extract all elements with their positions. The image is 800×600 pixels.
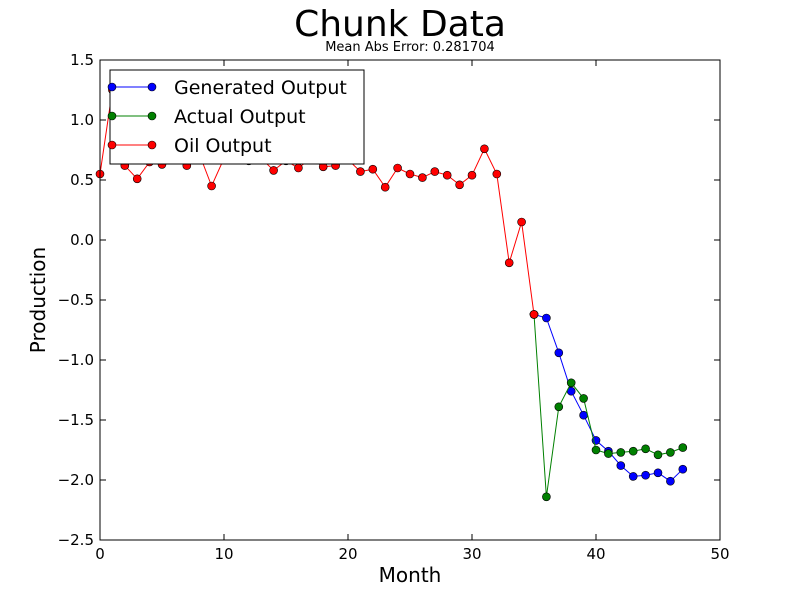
legend-marker [147, 82, 157, 92]
data-point [641, 444, 650, 454]
plot-frame [99, 59, 721, 541]
data-point [653, 450, 663, 460]
data-point [566, 378, 576, 388]
data-point [442, 170, 452, 180]
data-point [678, 443, 688, 452]
data-point [132, 174, 142, 184]
y-tick-label: −0.5 [58, 291, 94, 309]
data-point [542, 492, 551, 502]
data-point [579, 410, 588, 420]
chart-title: Chunk Data [294, 4, 506, 45]
y-tick-label: 0.0 [70, 231, 94, 249]
chart-subtitle: Mean Abs Error: 0.281704 [325, 40, 495, 55]
y-tick-label: −2.5 [58, 531, 94, 549]
data-point [380, 182, 390, 192]
legend-marker [107, 111, 117, 121]
y-tick-label: 1.0 [70, 111, 94, 129]
data-point [579, 394, 588, 403]
x-tick-label: 30 [462, 545, 481, 563]
y-tick-label: 1.5 [70, 51, 94, 69]
data-point [678, 464, 688, 474]
data-point [529, 310, 539, 319]
data-point [207, 181, 216, 191]
y-tick-label: −1.5 [58, 411, 94, 429]
x-tick-label: 40 [586, 545, 605, 563]
data-point [666, 476, 675, 486]
data-point [492, 169, 502, 179]
x-axis-label: Month [378, 563, 442, 587]
x-tick-label: 10 [214, 545, 233, 563]
data-point [542, 313, 551, 323]
y-tick-label: −1.0 [58, 351, 94, 369]
x-tick-label: 20 [338, 545, 357, 563]
x-tick-label: 50 [710, 545, 729, 563]
y-tick-label: 0.5 [70, 171, 94, 189]
data-point [269, 166, 278, 175]
data-point [666, 448, 675, 457]
data-point [554, 402, 564, 412]
data-point [504, 258, 514, 268]
data-point [628, 472, 638, 481]
legend-marker [107, 140, 117, 150]
legend-marker [147, 140, 157, 150]
data-point [480, 144, 489, 154]
x-tick-label: 0 [95, 545, 105, 563]
data-point [356, 167, 365, 176]
data-point [455, 180, 464, 190]
legend-marker [147, 111, 157, 121]
legend-label: Generated Output [174, 77, 347, 99]
data-point [517, 217, 526, 227]
data-point [467, 170, 477, 180]
data-point [641, 470, 650, 480]
data-point [616, 448, 626, 457]
data-point [393, 163, 402, 173]
data-point [591, 445, 601, 455]
data-point [604, 449, 613, 458]
data-point [418, 173, 427, 182]
data-point [368, 164, 378, 174]
y-tick-label: −2.0 [58, 471, 94, 489]
data-point [294, 163, 303, 173]
data-point [653, 468, 663, 478]
legend-label: Actual Output [174, 106, 306, 128]
legend-marker [107, 82, 117, 92]
legend-label: Oil Output [174, 135, 272, 157]
data-point [405, 169, 415, 179]
data-point [616, 461, 626, 470]
data-point [554, 348, 564, 358]
data-point [628, 446, 638, 456]
data-point [430, 167, 440, 176]
